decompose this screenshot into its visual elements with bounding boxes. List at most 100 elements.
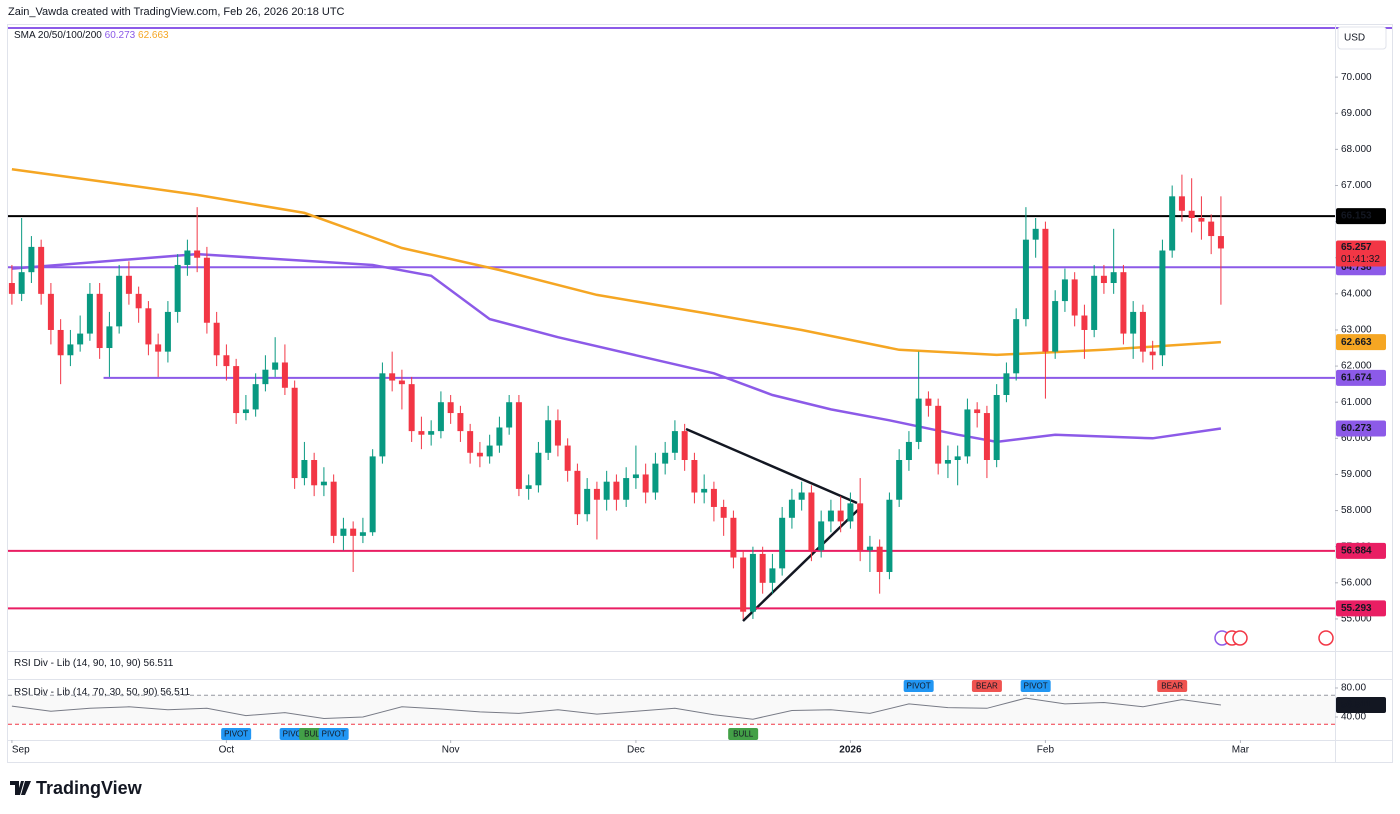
level-price-label: 61.674 — [1341, 373, 1372, 384]
candle-body — [740, 557, 747, 612]
candle-body — [954, 456, 961, 461]
x-tick-label: Feb — [1037, 745, 1055, 756]
candle-body — [1149, 351, 1156, 356]
candle-body — [233, 366, 240, 414]
candle-body — [623, 478, 630, 500]
candle-body — [905, 441, 912, 461]
signal-marker — [903, 680, 934, 692]
candle-body — [252, 384, 259, 410]
candle-body — [613, 481, 620, 500]
level-price-label: 64.738 — [1341, 262, 1372, 273]
candle-body — [281, 362, 288, 388]
candle-body — [1032, 228, 1039, 240]
indicator-name: SMA 20/50/100/200 — [14, 30, 102, 41]
x-tick-label: 2026 — [839, 745, 862, 756]
candle-body — [174, 264, 181, 312]
event-icon[interactable] — [1318, 630, 1334, 646]
candle-body — [467, 431, 474, 453]
candle-body — [389, 373, 396, 381]
event-icon[interactable] — [1232, 630, 1248, 646]
ma-price-label: 62.663 — [1341, 337, 1372, 348]
ma-price-label-bg — [1336, 334, 1386, 351]
candle-body — [242, 409, 249, 414]
level-price-label: 66.153 — [1341, 211, 1372, 222]
candle-body — [203, 257, 210, 323]
y-tick-label: 60.000 — [1341, 433, 1372, 444]
candle-body — [262, 369, 269, 385]
signal-label: PIVOT — [907, 682, 931, 691]
candle-body — [125, 275, 132, 294]
candle-body — [944, 460, 951, 464]
candle-body — [701, 488, 708, 493]
candle-body — [866, 546, 873, 551]
y-tick-label: 64.000 — [1341, 288, 1372, 299]
y-tick-label: 58.000 — [1341, 505, 1372, 516]
candle-body — [915, 398, 922, 442]
y-tick-label: 80.00 — [1341, 683, 1366, 694]
candle-body — [106, 326, 113, 349]
brand-logo — [10, 781, 31, 795]
y-tick-label: 56.000 — [1341, 577, 1372, 588]
candle-body — [564, 445, 571, 471]
indicator-legend: SMA 20/50/100/200 60.273 62.663 — [14, 30, 169, 41]
rsi-value-bg — [1336, 697, 1386, 714]
frame — [7, 24, 1393, 763]
pane-title-value: 56.511 — [144, 658, 174, 669]
candle-body — [38, 246, 45, 294]
currency-button[interactable] — [1337, 26, 1387, 50]
candle-body — [632, 474, 639, 479]
attribution: Zain_Vawda created with TradingView.com,… — [8, 6, 345, 18]
candle-body — [837, 510, 844, 522]
candle-body — [896, 460, 903, 500]
countdown: 01:41:32 — [1341, 254, 1380, 265]
candle-body — [57, 329, 64, 356]
level-price-label: 55.293 — [1341, 603, 1372, 614]
candle-body — [291, 387, 298, 479]
candle-body — [1061, 279, 1068, 302]
candle-body — [1120, 272, 1127, 334]
candle-body — [86, 293, 93, 334]
candle-body — [1052, 301, 1059, 352]
candle-body — [935, 405, 942, 464]
candle-body — [194, 250, 201, 258]
candle-body — [1100, 275, 1107, 284]
candle-body — [691, 460, 698, 493]
signal-label: BEAR — [1161, 682, 1183, 691]
y-tick-label: 70.000 — [1341, 72, 1372, 83]
signal-label: PIVOT — [1024, 682, 1048, 691]
signal-label: BULL — [733, 730, 754, 739]
candle-body — [515, 402, 522, 489]
candle-body — [1042, 228, 1049, 352]
candle-body — [311, 460, 318, 486]
level-price-label-bg — [1336, 208, 1386, 225]
candle-body — [554, 420, 561, 446]
y-tick-label: 63.000 — [1341, 325, 1372, 336]
candle-body — [223, 355, 230, 367]
currency[interactable]: USD — [1344, 33, 1365, 44]
candle-body — [164, 311, 171, 352]
level-price-label-bg — [1336, 600, 1386, 617]
candle-body — [769, 568, 776, 583]
candle-body — [476, 452, 483, 457]
candle-body — [1188, 210, 1195, 218]
signal-label: BEAR — [976, 682, 998, 691]
candle-body — [1208, 221, 1215, 237]
pane-title: RSI Div - Lib (14, 70, 30, 50, 90) 56.51… — [14, 687, 190, 698]
candle-body — [47, 293, 54, 330]
ma-price-label: 60.273 — [1341, 423, 1372, 434]
candle-body — [710, 488, 717, 507]
candle-body — [847, 503, 854, 522]
x-tick-label: Oct — [219, 745, 235, 756]
candle-body — [886, 499, 893, 572]
candle-body — [155, 344, 162, 352]
candle-body — [184, 250, 191, 265]
candle-body — [857, 503, 864, 551]
x-tick-label: Sep — [12, 745, 30, 756]
logo-mark — [10, 781, 31, 795]
candle-body — [584, 488, 591, 515]
candle-body — [642, 474, 649, 493]
signal-marker — [728, 728, 759, 740]
